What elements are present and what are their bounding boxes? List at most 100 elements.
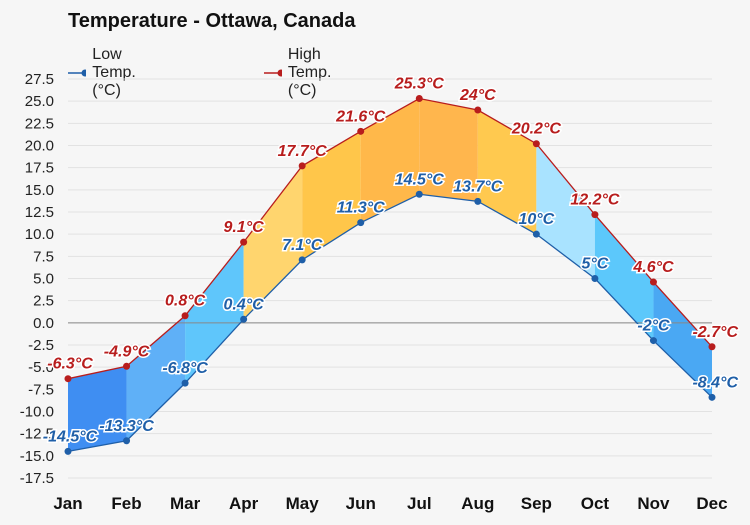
- high-temp-point: [591, 211, 599, 219]
- low-temp-point: [474, 197, 482, 205]
- y-tick-label: 7.5: [33, 248, 54, 265]
- low-temp-data-label: 7.1°C: [282, 237, 323, 254]
- low-temp-point: [123, 437, 131, 445]
- range-band: [185, 242, 244, 384]
- x-tick-label: Mar: [170, 494, 201, 513]
- y-tick-label: 20.0: [25, 138, 54, 155]
- low-temp-point: [649, 337, 657, 345]
- range-band: [360, 98, 420, 223]
- low-temp-point: [64, 447, 72, 455]
- high-temp-data-label: 9.1°C: [224, 219, 265, 236]
- low-temp-point: [591, 275, 599, 282]
- high-temp-data-label: 12.2°C: [570, 192, 620, 209]
- low-temp-point: [532, 230, 540, 238]
- x-tick-label: Apr: [229, 494, 259, 513]
- y-tick-label: 2.5: [33, 293, 54, 310]
- range-band: [419, 98, 478, 202]
- legend-low-label: Low Temp. (°C): [92, 46, 136, 99]
- legend-high-label: High Temp. (°C): [287, 46, 332, 99]
- legend-item-high[interactable]: High Temp. (°C): [264, 46, 348, 100]
- y-tick-label: -17.5: [20, 470, 54, 487]
- high-temp-data-label: -2.7°C: [692, 324, 738, 341]
- x-tick-label: May: [286, 494, 320, 513]
- high-temp-point: [123, 362, 131, 370]
- range-band: [477, 110, 537, 235]
- low-temp-data-label: -13.3°C: [99, 418, 154, 435]
- high-temp-line: [67, 97, 713, 380]
- high-temp-data-label: 0.8°C: [165, 293, 206, 310]
- x-tick-label: Nov: [637, 494, 670, 513]
- range-band: [653, 282, 712, 398]
- high-temp-point: [357, 127, 365, 135]
- x-tick-label: Jul: [407, 494, 432, 513]
- y-tick-label: 22.5: [25, 115, 54, 132]
- low-temp-data-label: -8.4°C: [692, 374, 738, 391]
- high-temp-point: [474, 106, 482, 114]
- low-temp-data-label: 13.7°C: [453, 178, 503, 195]
- range-band: [243, 165, 303, 320]
- low-temp-data-label: 5°C: [581, 256, 608, 273]
- high-temp-data-label: 17.7°C: [278, 143, 328, 160]
- legend-low-swatch: [68, 69, 87, 77]
- x-tick-label: Sep: [521, 494, 552, 513]
- y-tick-label: -10.0: [20, 404, 54, 421]
- low-temp-data-label: -2°C: [637, 318, 670, 335]
- y-tick-label: -12.5: [20, 426, 54, 443]
- high-temp-point: [298, 162, 306, 170]
- low-temp-data-label: 0.4°C: [224, 296, 265, 313]
- high-temp-point: [415, 95, 423, 103]
- x-tick-label: Dec: [696, 494, 727, 513]
- low-temp-point: [357, 219, 365, 227]
- range-band: [594, 214, 654, 341]
- range-band: [302, 131, 361, 260]
- range-band: [68, 366, 127, 452]
- x-tick-label: Feb: [111, 494, 141, 513]
- y-tick-label: -15.0: [20, 448, 54, 465]
- y-tick-label: 27.5: [25, 71, 54, 88]
- y-tick-label: 0.0: [33, 315, 54, 332]
- high-temp-data-label: -4.9°C: [104, 343, 150, 360]
- low-temp-point: [240, 315, 248, 323]
- y-tick-label: 5.0: [33, 271, 54, 288]
- high-temp-data-label: -6.3°C: [47, 356, 93, 373]
- high-temp-data-label: 20.2°C: [511, 121, 562, 138]
- x-tick-label: Aug: [461, 494, 494, 513]
- high-temp-point: [532, 140, 540, 148]
- low-temp-data-label: 14.5°C: [395, 171, 445, 188]
- high-temp-point: [64, 375, 72, 383]
- legend-item-low[interactable]: Low Temp. (°C): [68, 46, 152, 100]
- high-temp-point: [708, 343, 716, 351]
- low-temp-data-label: 11.3°C: [337, 200, 385, 217]
- high-temp-data-label: 21.6°C: [335, 108, 386, 125]
- high-temp-data-label: 25.3°C: [394, 76, 445, 93]
- y-tick-label: -7.5: [28, 381, 54, 398]
- high-temp-data-label: 24°C: [459, 87, 496, 104]
- x-tick-label: Jan: [53, 494, 82, 513]
- x-tick-label: Jun: [346, 494, 376, 513]
- low-temp-data-label: -6.8°C: [162, 360, 208, 377]
- low-temp-point: [708, 393, 716, 401]
- y-tick-label: 25.0: [25, 93, 54, 110]
- high-temp-point: [649, 278, 657, 286]
- high-temp-point: [181, 312, 189, 320]
- low-temp-point: [415, 190, 423, 198]
- high-temp-point: [240, 238, 248, 246]
- y-tick-label: -2.5: [28, 337, 54, 354]
- low-temp-data-label: -14.5°C: [43, 428, 98, 445]
- x-tick-label: Oct: [581, 494, 610, 513]
- low-temp-point: [181, 379, 189, 387]
- low-temp-data-label: 10°C: [518, 211, 554, 228]
- y-tick-label: 15.0: [25, 182, 54, 199]
- y-tick-label: -5.0: [28, 359, 54, 376]
- high-temp-data-label: 4.6°C: [632, 259, 674, 276]
- range-band: [126, 315, 186, 441]
- legend-high-swatch: [264, 69, 282, 77]
- y-tick-label: 17.5: [25, 160, 54, 177]
- chart-title: Temperature - Ottawa, Canada: [68, 10, 356, 32]
- low-temp-line: [67, 193, 713, 453]
- low-temp-point: [298, 256, 306, 264]
- y-tick-label: 12.5: [25, 204, 54, 221]
- y-tick-label: 10.0: [25, 226, 54, 243]
